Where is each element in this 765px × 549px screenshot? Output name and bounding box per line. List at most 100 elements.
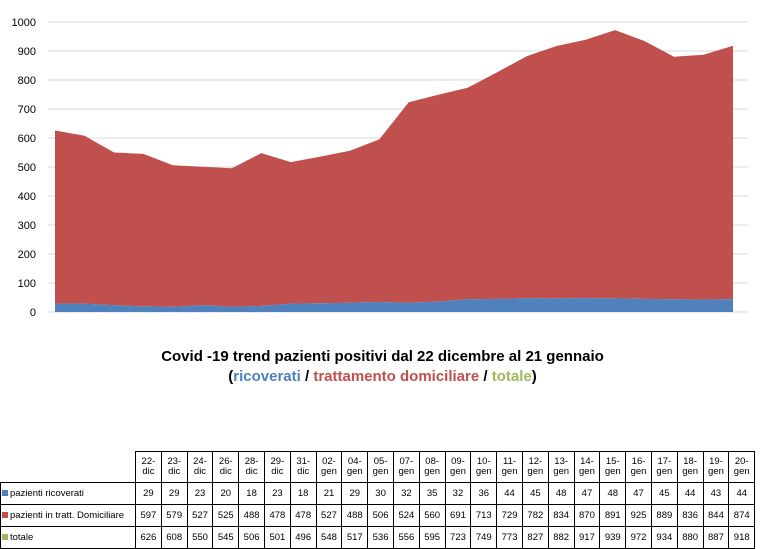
x-tick-label: 16-gen bbox=[625, 451, 652, 483]
data-label: 29 bbox=[160, 482, 188, 505]
x-tick-label: 02-gen bbox=[315, 451, 343, 483]
legend-label: pazienti ricoverati bbox=[10, 487, 84, 499]
y-tick-label: 400 bbox=[18, 191, 36, 203]
data-label: 43 bbox=[702, 482, 730, 505]
data-label: 626 bbox=[135, 526, 162, 549]
data-label: 47 bbox=[625, 482, 652, 505]
data-label: 891 bbox=[599, 504, 627, 527]
data-label: 18 bbox=[238, 482, 265, 505]
data-label: 827 bbox=[521, 526, 549, 549]
data-label: 18 bbox=[289, 482, 317, 505]
data-label: 889 bbox=[650, 504, 678, 527]
data-label: 525 bbox=[212, 504, 240, 527]
data-label: 545 bbox=[212, 526, 240, 549]
legend-swatch bbox=[2, 489, 8, 496]
data-label: 550 bbox=[186, 526, 214, 549]
y-tick-label: 100 bbox=[18, 278, 36, 290]
data-label: 691 bbox=[444, 504, 472, 527]
data-label: 36 bbox=[470, 482, 498, 505]
data-label: 579 bbox=[160, 504, 188, 527]
data-label: 48 bbox=[547, 482, 575, 505]
data-label: 939 bbox=[599, 526, 627, 549]
data-label: 47 bbox=[573, 482, 601, 505]
data-label: 527 bbox=[315, 504, 343, 527]
subtitle-ricoverati: ricoverati bbox=[233, 368, 301, 385]
data-label: 478 bbox=[289, 504, 317, 527]
data-label: 45 bbox=[650, 482, 678, 505]
table-row: pazienti in tratt. Domiciliare 597 579 527 5… bbox=[0, 504, 756, 527]
data-label: 595 bbox=[418, 526, 446, 549]
data-label: 517 bbox=[341, 526, 369, 549]
y-tick-label: 0 bbox=[30, 307, 36, 319]
data-label: 934 bbox=[650, 526, 678, 549]
data-label: 506 bbox=[367, 504, 394, 527]
y-tick-label: 900 bbox=[18, 46, 36, 58]
subtitle-sep-1: / bbox=[300, 368, 314, 385]
data-label: 501 bbox=[263, 526, 291, 549]
data-label: 749 bbox=[470, 526, 498, 549]
data-label: 478 bbox=[263, 504, 291, 527]
x-tick-label: 26-dic bbox=[212, 451, 240, 483]
data-label: 524 bbox=[392, 504, 420, 527]
subtitle-close: ) bbox=[531, 368, 537, 385]
x-tick-label: 20-gen bbox=[728, 451, 756, 483]
x-tick-label: 08-gen bbox=[418, 451, 446, 483]
data-label: 23 bbox=[263, 482, 291, 505]
data-label: 488 bbox=[341, 504, 369, 527]
subtitle-open: ( bbox=[228, 368, 234, 385]
x-tick-label: 13-gen bbox=[547, 451, 575, 483]
data-label: 608 bbox=[160, 526, 188, 549]
table-row: pazienti ricoverati 29 29 23 20 18 23 18 21 29 30 3… bbox=[0, 482, 756, 505]
data-label: 506 bbox=[238, 526, 265, 549]
y-tick-label: 1000 bbox=[12, 17, 36, 29]
data-label: 21 bbox=[315, 482, 343, 505]
data-label: 918 bbox=[728, 526, 756, 549]
data-label: 556 bbox=[392, 526, 420, 549]
data-label: 597 bbox=[135, 504, 162, 527]
data-label: 773 bbox=[496, 526, 523, 549]
data-label: 723 bbox=[444, 526, 472, 549]
legend-swatch bbox=[2, 533, 8, 540]
data-label: 527 bbox=[186, 504, 214, 527]
data-label: 536 bbox=[367, 526, 394, 549]
data-table: 22-dic 23-dic 24-dic 26-dic 28-dic 29-dic 31-d… bbox=[0, 451, 756, 549]
data-label: 887 bbox=[702, 526, 730, 549]
data-label: 488 bbox=[238, 504, 265, 527]
chart: 0 100 200 300 400 500 600 700 800 900 1000 bbox=[12, 17, 748, 319]
data-label: 44 bbox=[496, 482, 523, 505]
data-label: 496 bbox=[289, 526, 317, 549]
data-label: 729 bbox=[496, 504, 523, 527]
data-label: 972 bbox=[625, 526, 652, 549]
data-label: 29 bbox=[135, 482, 162, 505]
subtitle-sep-2: / bbox=[479, 368, 492, 385]
data-label: 30 bbox=[367, 482, 394, 505]
data-label: 834 bbox=[547, 504, 575, 527]
chart-subtitle: (ricoverati / trattamento domiciliare / … bbox=[0, 368, 765, 385]
subtitle-totale: totale bbox=[491, 368, 532, 385]
x-tick-label: 29-dic bbox=[263, 451, 291, 483]
data-label: 836 bbox=[676, 504, 704, 527]
chart-title: Covid -19 trend pazienti positivi dal 22… bbox=[161, 348, 604, 365]
x-tick-label: 22-dic bbox=[135, 451, 162, 483]
data-label: 548 bbox=[315, 526, 343, 549]
data-label: 44 bbox=[676, 482, 704, 505]
x-tick-label: 19-gen bbox=[702, 451, 730, 483]
data-label: 925 bbox=[625, 504, 652, 527]
legend-entry: totale bbox=[0, 526, 136, 549]
x-tick-label: 23-dic bbox=[160, 451, 188, 483]
area-ricoverati bbox=[55, 298, 733, 312]
data-label: 874 bbox=[728, 504, 756, 527]
legend-label: pazienti in tratt. Domiciliare bbox=[10, 509, 125, 521]
y-tick-label: 600 bbox=[18, 133, 36, 145]
legend-swatch bbox=[2, 511, 8, 518]
x-tick-label: 12-gen bbox=[521, 451, 549, 483]
x-tick-label: 24-dic bbox=[186, 451, 214, 483]
data-label: 44 bbox=[728, 482, 756, 505]
legend-label: totale bbox=[10, 531, 34, 543]
data-label: 713 bbox=[470, 504, 498, 527]
data-label: 32 bbox=[392, 482, 420, 505]
x-tick-label: 09-gen bbox=[444, 451, 472, 483]
plot-areas bbox=[55, 30, 733, 312]
table-corner bbox=[0, 451, 136, 483]
data-label: 20 bbox=[212, 482, 240, 505]
